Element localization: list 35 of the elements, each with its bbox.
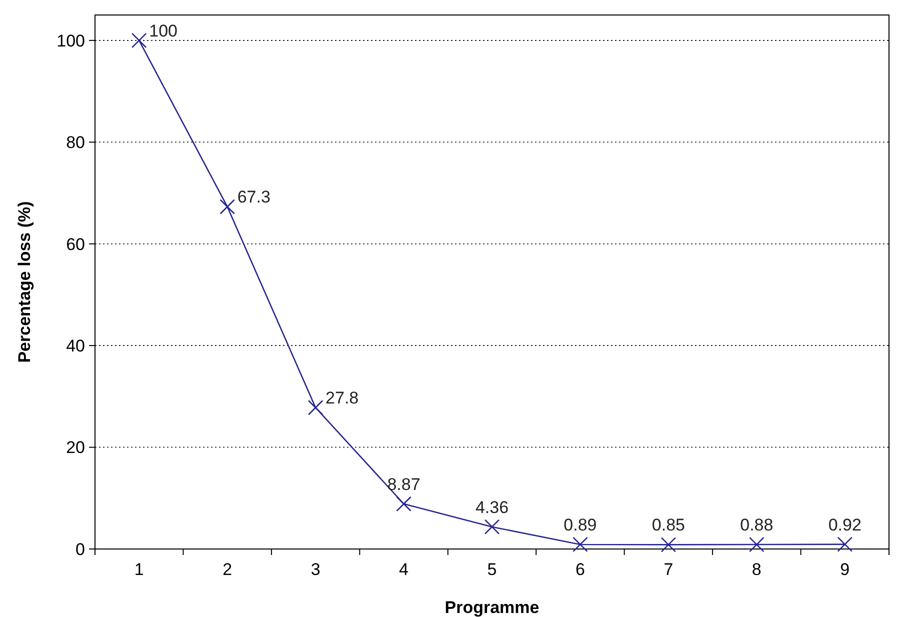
- x-axis-title: Programme: [444, 598, 540, 617]
- x-tick-label: 4: [399, 560, 409, 579]
- y-tick-label: 40: [66, 336, 85, 356]
- data-label: 27.8: [326, 388, 359, 408]
- point: [131, 32, 147, 48]
- data-label: 8.87: [387, 474, 420, 494]
- x-tick-label: 3: [310, 560, 320, 579]
- data-label: 0.85: [652, 516, 685, 535]
- y-tick-label: 60: [66, 234, 85, 254]
- point: [572, 536, 588, 552]
- data-label: 0.89: [564, 515, 597, 534]
- x-tick-label: 7: [664, 560, 674, 579]
- point: [484, 519, 500, 534]
- point: [396, 496, 412, 512]
- data-label: 67.3: [237, 188, 270, 207]
- x-tick-label: 6: [575, 560, 585, 579]
- x-tick-label: 2: [222, 560, 232, 579]
- data-label: 0.88: [740, 516, 774, 535]
- data-label: 100: [149, 21, 178, 40]
- x-tick-label: 1: [134, 560, 144, 579]
- point: [837, 536, 853, 552]
- point: [749, 536, 764, 552]
- x-tick-label: 9: [840, 560, 850, 579]
- y-tick-label: 20: [66, 438, 85, 458]
- data-label: 4.36: [475, 498, 509, 517]
- data-label: 0.92: [828, 515, 862, 534]
- x-tick-label: 5: [487, 560, 497, 579]
- point: [308, 400, 324, 416]
- y-axis-title: Percentage loss (%): [15, 201, 34, 363]
- x-tick-label: 8: [752, 560, 762, 579]
- y-tick-label: 100: [56, 31, 85, 50]
- point: [220, 199, 235, 214]
- point: [660, 537, 676, 552]
- y-tick-label: 80: [66, 133, 85, 152]
- y-tick-label: 0: [76, 540, 85, 559]
